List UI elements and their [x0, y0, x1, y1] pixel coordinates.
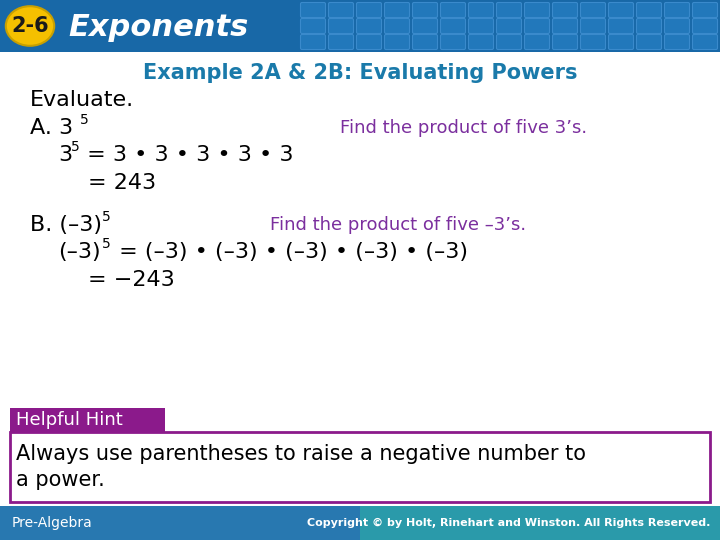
FancyBboxPatch shape	[693, 3, 718, 17]
Text: Pre-Algebra: Pre-Algebra	[12, 516, 93, 530]
Text: Evaluate.: Evaluate.	[30, 90, 134, 110]
FancyBboxPatch shape	[524, 18, 549, 33]
FancyBboxPatch shape	[497, 18, 521, 33]
Text: Always use parentheses to raise a negative number to: Always use parentheses to raise a negati…	[16, 444, 586, 464]
FancyBboxPatch shape	[693, 18, 718, 33]
Text: Exponents: Exponents	[68, 12, 248, 42]
Text: (–3): (–3)	[58, 242, 101, 262]
FancyBboxPatch shape	[497, 3, 521, 17]
FancyBboxPatch shape	[552, 18, 577, 33]
FancyBboxPatch shape	[580, 18, 606, 33]
Bar	[0, 506, 720, 540]
Text: 2-6: 2-6	[12, 16, 49, 36]
FancyBboxPatch shape	[413, 18, 438, 33]
FancyBboxPatch shape	[328, 35, 354, 50]
FancyBboxPatch shape	[384, 3, 410, 17]
Bar	[10, 432, 710, 502]
FancyBboxPatch shape	[524, 35, 549, 50]
Bar	[360, 506, 720, 540]
Bar	[10, 408, 165, 432]
FancyBboxPatch shape	[384, 35, 410, 50]
FancyBboxPatch shape	[552, 3, 577, 17]
Text: = −243: = −243	[88, 270, 175, 290]
FancyBboxPatch shape	[665, 3, 690, 17]
FancyBboxPatch shape	[328, 18, 354, 33]
FancyBboxPatch shape	[580, 3, 606, 17]
FancyBboxPatch shape	[441, 18, 466, 33]
FancyBboxPatch shape	[524, 3, 549, 17]
FancyBboxPatch shape	[608, 35, 634, 50]
FancyBboxPatch shape	[300, 18, 325, 33]
Text: = (–3) • (–3) • (–3) • (–3) • (–3): = (–3) • (–3) • (–3) • (–3) • (–3)	[112, 242, 468, 262]
FancyBboxPatch shape	[356, 35, 382, 50]
Text: = 3 • 3 • 3 • 3 • 3: = 3 • 3 • 3 • 3 • 3	[80, 145, 294, 165]
Text: 5: 5	[80, 113, 89, 127]
FancyBboxPatch shape	[413, 3, 438, 17]
Text: Copyright © by Holt, Rinehart and Winston. All Rights Reserved.: Copyright © by Holt, Rinehart and Winsto…	[307, 518, 710, 528]
Text: = 243: = 243	[88, 173, 156, 193]
Bar	[0, 0, 720, 52]
Text: 3: 3	[58, 145, 72, 165]
FancyBboxPatch shape	[693, 35, 718, 50]
FancyBboxPatch shape	[469, 35, 493, 50]
Text: Find the product of five 3’s.: Find the product of five 3’s.	[340, 119, 587, 137]
Ellipse shape	[6, 6, 54, 46]
Text: Find the product of five –3’s.: Find the product of five –3’s.	[270, 216, 526, 234]
FancyBboxPatch shape	[580, 35, 606, 50]
FancyBboxPatch shape	[469, 3, 493, 17]
FancyBboxPatch shape	[300, 3, 325, 17]
FancyBboxPatch shape	[636, 3, 662, 17]
FancyBboxPatch shape	[665, 35, 690, 50]
FancyBboxPatch shape	[636, 18, 662, 33]
FancyBboxPatch shape	[384, 18, 410, 33]
Text: B. (–3): B. (–3)	[30, 215, 102, 235]
FancyBboxPatch shape	[552, 35, 577, 50]
FancyBboxPatch shape	[497, 35, 521, 50]
FancyBboxPatch shape	[636, 35, 662, 50]
Text: Example 2A & 2B: Evaluating Powers: Example 2A & 2B: Evaluating Powers	[143, 63, 577, 83]
FancyBboxPatch shape	[328, 3, 354, 17]
FancyBboxPatch shape	[413, 35, 438, 50]
FancyBboxPatch shape	[608, 3, 634, 17]
FancyBboxPatch shape	[300, 35, 325, 50]
FancyBboxPatch shape	[608, 18, 634, 33]
Text: 5: 5	[102, 237, 111, 251]
Text: Helpful Hint: Helpful Hint	[16, 411, 122, 429]
Text: 5: 5	[71, 140, 80, 154]
FancyBboxPatch shape	[356, 3, 382, 17]
FancyBboxPatch shape	[665, 18, 690, 33]
FancyBboxPatch shape	[441, 3, 466, 17]
FancyBboxPatch shape	[441, 35, 466, 50]
Bar	[0, 52, 720, 490]
Text: 5: 5	[102, 210, 111, 224]
Text: A. 3: A. 3	[30, 118, 73, 138]
FancyBboxPatch shape	[356, 18, 382, 33]
FancyBboxPatch shape	[469, 18, 493, 33]
Text: a power.: a power.	[16, 470, 104, 490]
